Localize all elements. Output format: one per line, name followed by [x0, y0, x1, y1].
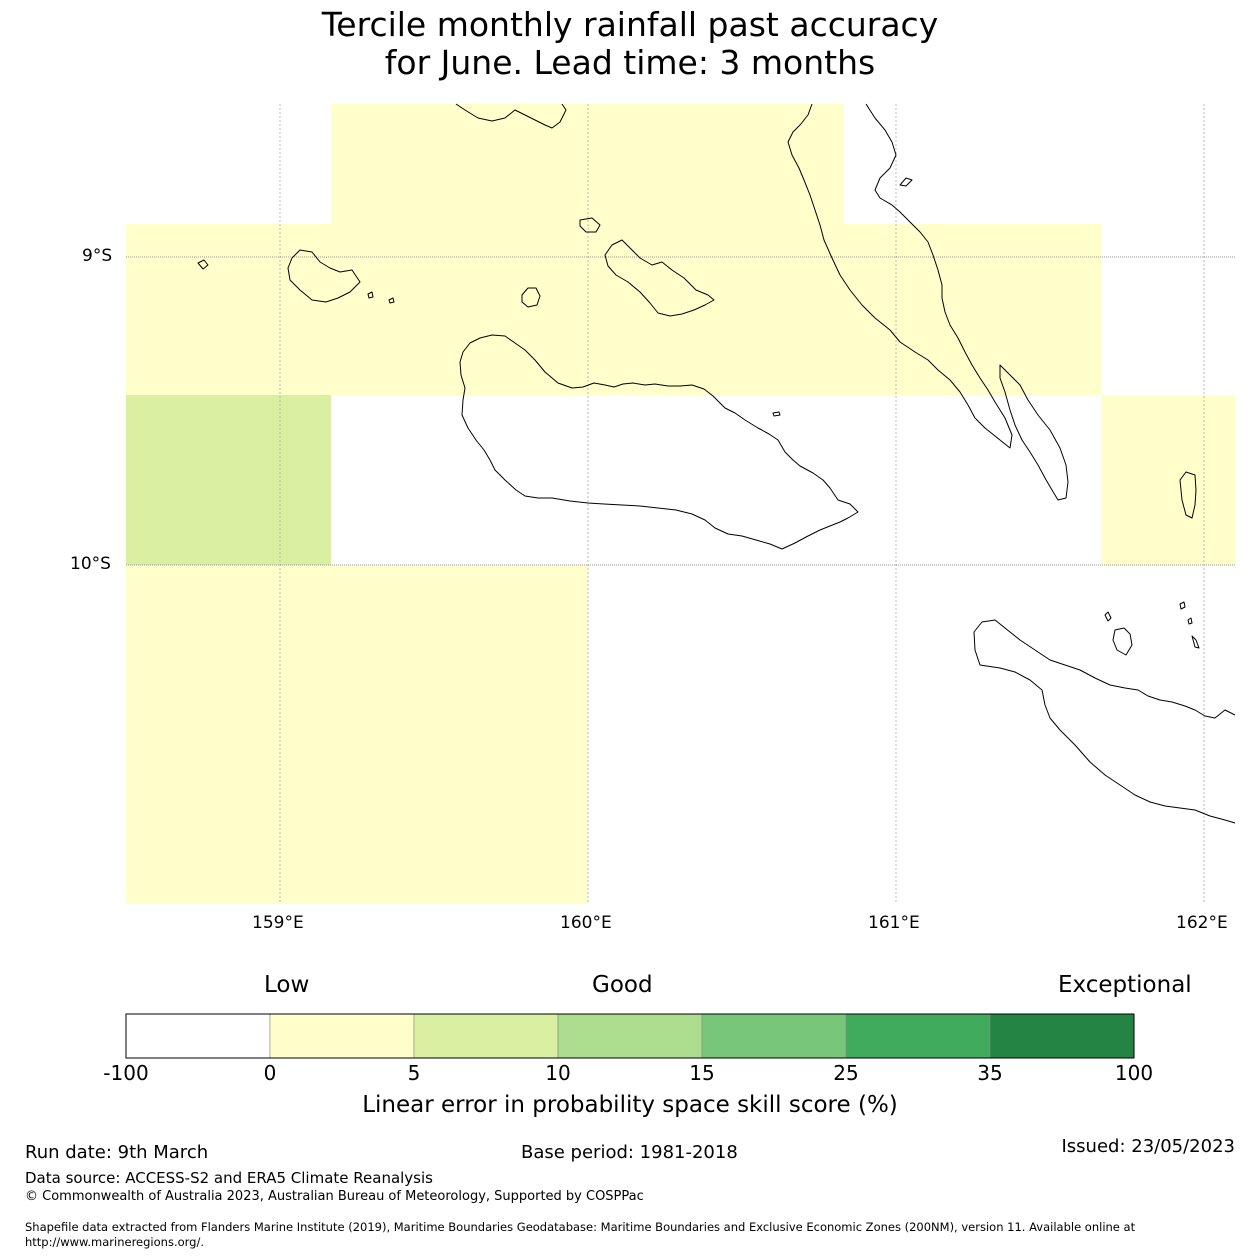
- colorbar-swatch: [125, 1013, 271, 1059]
- coastline-small-malaita: [999, 364, 1069, 501]
- legend-category-low: Low: [264, 972, 310, 998]
- colorbar: [125, 1013, 1135, 1059]
- lat-label-9s: 9°S: [82, 246, 113, 266]
- coastline-malaita: [787, 103, 1013, 449]
- colorbar-tick: 35: [977, 1061, 1003, 1085]
- colorbar-tick: 25: [833, 1061, 859, 1085]
- lon-label-162e: 162°E: [1176, 913, 1228, 933]
- coastline-islet: [388, 297, 395, 304]
- base-period: Base period: 1981-2018: [521, 1142, 738, 1163]
- colorbar-tick: -100: [103, 1061, 149, 1085]
- lat-label-10s: 10°S: [70, 554, 111, 574]
- coastlines: [197, 103, 1236, 824]
- coastline-russell-islands: [287, 249, 361, 303]
- cell-low: [1101, 395, 1235, 565]
- coastline-small-island: [579, 217, 601, 233]
- data-source: Data source: ACCESS-S2 and ERA5 Climate …: [25, 1169, 433, 1187]
- colorbar-swatch: [701, 1013, 847, 1059]
- lon-label-160e: 160°E: [560, 913, 612, 933]
- colorbar-tick: 15: [689, 1061, 715, 1085]
- cell-good: [126, 395, 331, 565]
- copyright: © Commonwealth of Australia 2023, Austra…: [25, 1189, 644, 1204]
- colorbar-swatch: [845, 1013, 991, 1059]
- skill-cells: [126, 104, 1235, 904]
- map-title: Tercile monthly rainfall past accuracy f…: [0, 6, 1260, 82]
- title-line-1: Tercile monthly rainfall past accuracy: [321, 5, 939, 44]
- run-date: Run date: 9th March: [25, 1142, 209, 1163]
- coastline-islet: [367, 291, 374, 299]
- colorbar-swatch: [413, 1013, 559, 1059]
- coastline-islet: [197, 259, 209, 270]
- shapefile-credit-line-1: Shapefile data extracted from Flanders M…: [25, 1220, 1136, 1234]
- colorbar-swatch: [557, 1013, 703, 1059]
- coastline-east-island: [1179, 471, 1197, 519]
- legend-category-good: Good: [592, 972, 653, 998]
- colorbar-swatch: [989, 1013, 1135, 1059]
- coastline-florida-islands: [604, 239, 715, 317]
- map-area: [126, 103, 1236, 904]
- gridlines: [126, 104, 1235, 904]
- cell-low: [126, 224, 1101, 395]
- colorbar-tick: 5: [407, 1061, 421, 1085]
- colorbar-title: Linear error in probability space skill …: [362, 1092, 898, 1118]
- shapefile-credit-line-2: http://www.marineregions.org/.: [25, 1235, 204, 1249]
- coastline-islet: [1191, 635, 1200, 649]
- cell-low: [126, 565, 588, 904]
- lon-label-159e: 159°E: [252, 913, 304, 933]
- coastline-guadalcanal: [459, 334, 859, 550]
- issued-date: Issued: 23/05/2023: [1061, 1136, 1235, 1157]
- colorbar-tick: 10: [545, 1061, 571, 1085]
- coastline-islet: [772, 411, 781, 417]
- colorbar-tick: 0: [263, 1061, 277, 1085]
- coastline-small-island: [899, 177, 913, 187]
- coastline-islet: [1179, 601, 1186, 610]
- legend-category-exceptional: Exceptional: [1058, 972, 1192, 998]
- coastline-islet: [1104, 611, 1112, 622]
- coastline-savo: [521, 287, 541, 308]
- coastline-islet: [1112, 627, 1133, 656]
- colorbar-tick: 100: [1114, 1061, 1154, 1085]
- coastline-santa-isabel: [455, 103, 567, 129]
- coastline-makira: [973, 619, 1236, 824]
- colorbar-swatch: [269, 1013, 415, 1059]
- cell-low: [331, 104, 844, 225]
- lon-label-161e: 161°E: [868, 913, 920, 933]
- title-line-2: for June. Lead time: 3 months: [384, 43, 876, 82]
- coastline-islet: [1187, 617, 1193, 625]
